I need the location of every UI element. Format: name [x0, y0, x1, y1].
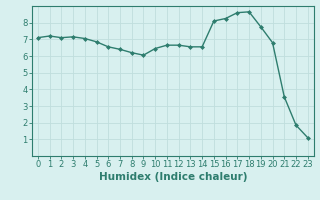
- X-axis label: Humidex (Indice chaleur): Humidex (Indice chaleur): [99, 172, 247, 182]
